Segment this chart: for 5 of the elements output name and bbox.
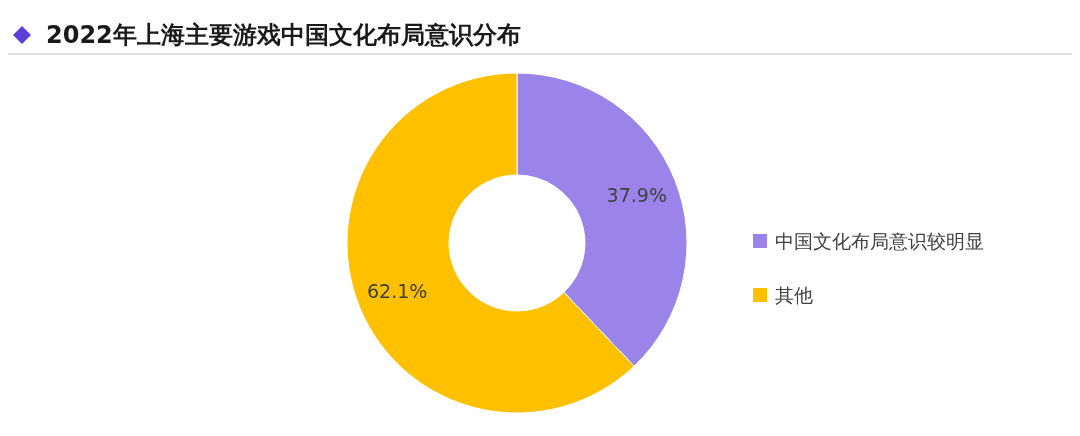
data-label: 37.9% [606,184,667,207]
legend-label: 中国文化布局意识较明显 [775,230,984,252]
legend-label: 其他 [775,284,813,306]
chart-title: 2022年上海主要游戏中国文化布局意识分布 [46,21,521,49]
data-label: 62.1% [367,279,428,302]
